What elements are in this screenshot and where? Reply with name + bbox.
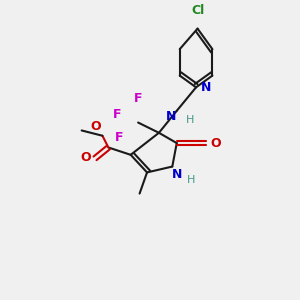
Text: N: N — [172, 168, 182, 181]
Text: O: O — [80, 151, 91, 164]
Text: F: F — [134, 92, 142, 105]
Text: H: H — [186, 115, 194, 125]
Text: H: H — [187, 176, 196, 185]
Text: O: O — [210, 136, 221, 150]
Text: O: O — [90, 120, 101, 134]
Text: N: N — [200, 81, 211, 94]
Text: N: N — [166, 110, 176, 123]
Text: Cl: Cl — [191, 4, 204, 17]
Text: F: F — [115, 131, 123, 144]
Text: F: F — [113, 108, 122, 121]
